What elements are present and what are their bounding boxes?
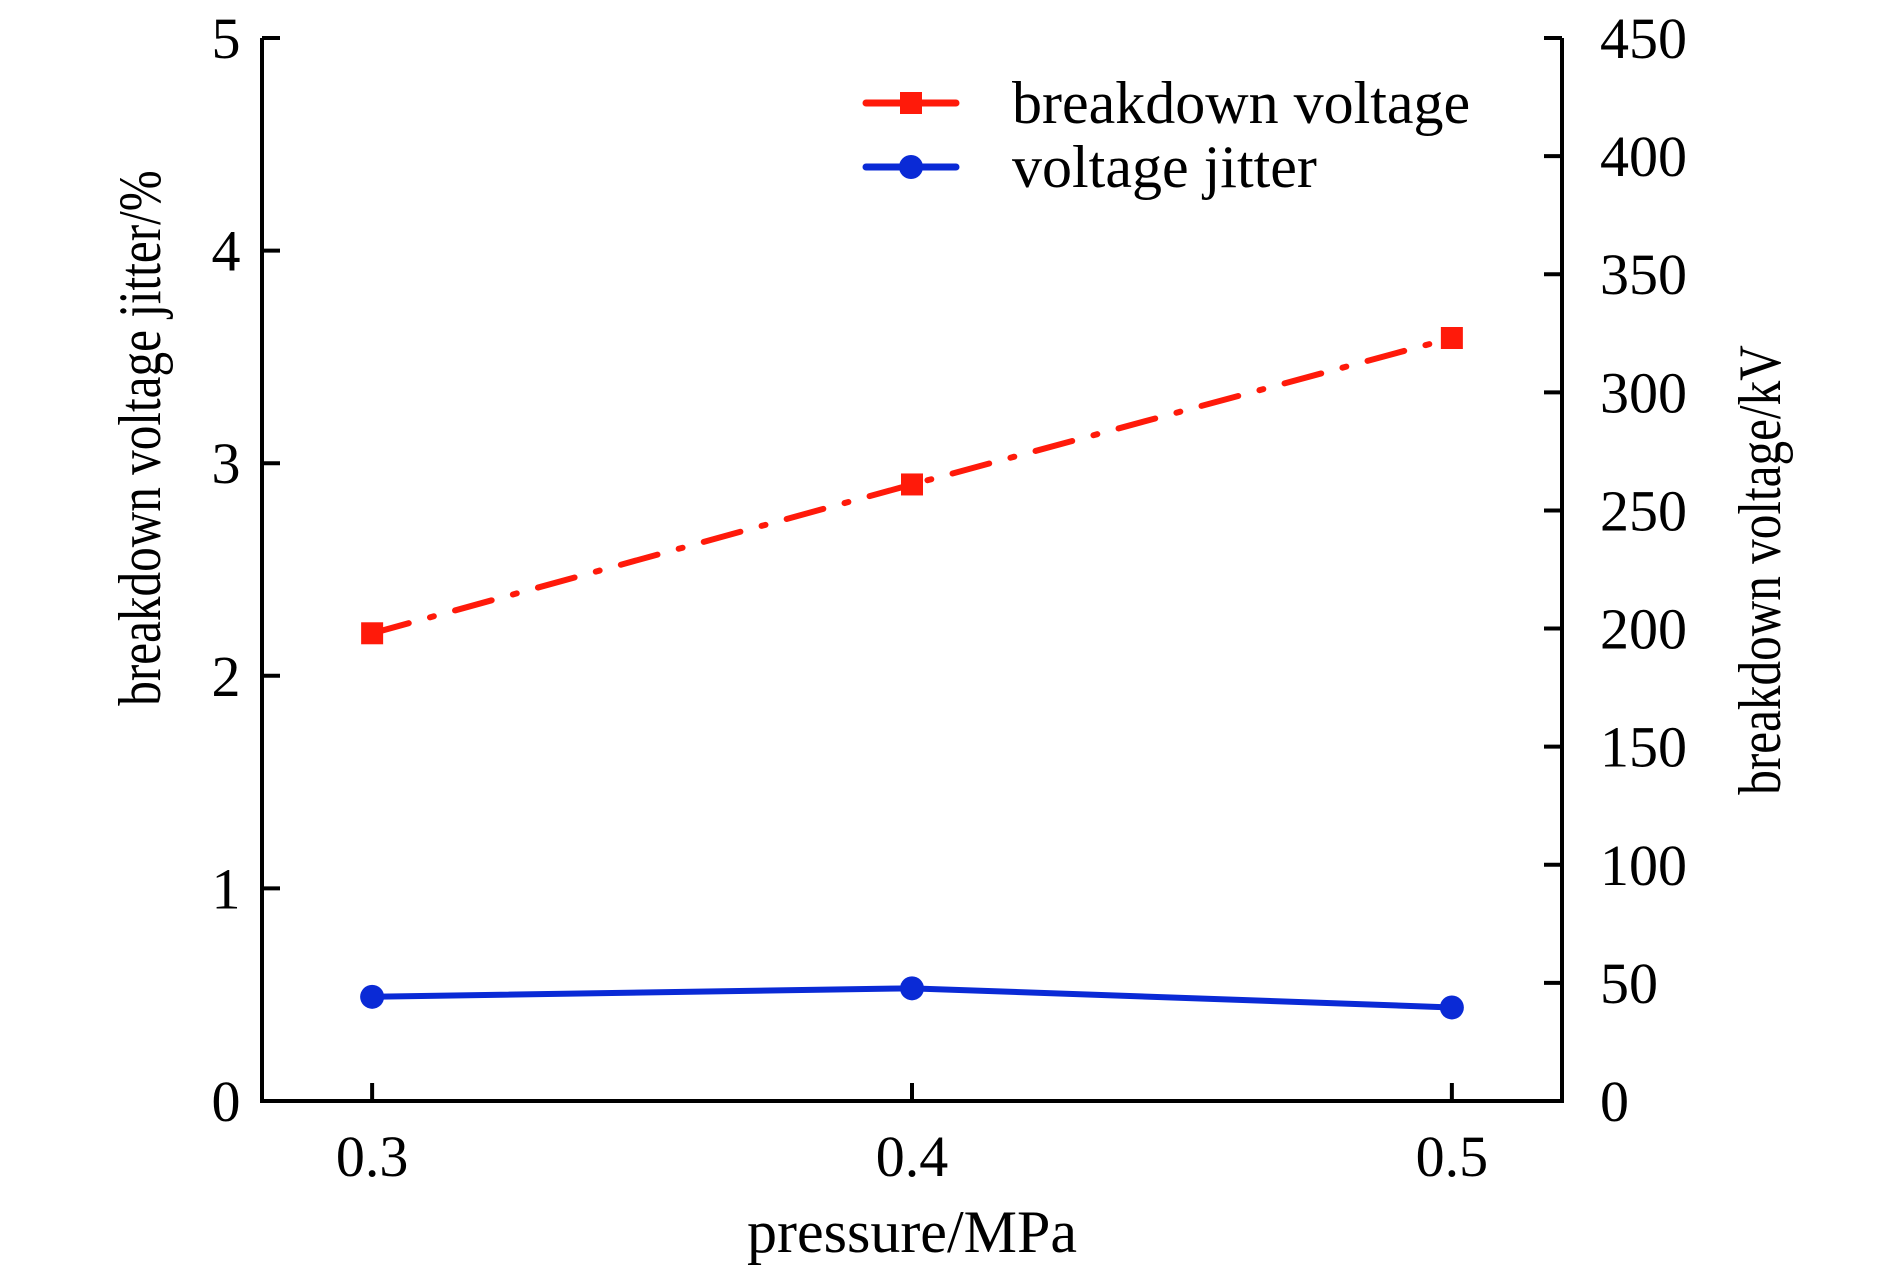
voltage-jitter-marker bbox=[900, 976, 924, 1001]
y-right-tick-label: 100 bbox=[1600, 833, 1687, 898]
y-right-tick-label: 0 bbox=[1600, 1069, 1629, 1134]
breakdown-voltage-marker bbox=[361, 622, 384, 645]
y-left-tick-label: 5 bbox=[212, 6, 241, 71]
y-right-tick-label: 300 bbox=[1600, 360, 1687, 425]
y-axis-left-title: breakdown voltage jitter/% bbox=[106, 170, 173, 705]
y-right-tick-label: 200 bbox=[1600, 597, 1687, 662]
y-right-tick-label: 50 bbox=[1600, 951, 1658, 1016]
x-tick-label: 0.4 bbox=[876, 1124, 949, 1189]
x-tick-label: 0.3 bbox=[336, 1124, 409, 1189]
breakdown-voltage-line bbox=[369, 335, 1455, 637]
y-left-tick-label: 0 bbox=[212, 1069, 241, 1134]
y-right-tick-label: 400 bbox=[1600, 124, 1687, 189]
voltage-jitter-marker bbox=[1439, 995, 1464, 1020]
y-left-tick-label: 3 bbox=[212, 431, 241, 496]
y-left-tick-label: 2 bbox=[212, 644, 241, 709]
legend-voltage-jitter-label: voltage jitter bbox=[1012, 134, 1317, 200]
legend-breakdown-voltage-marker bbox=[900, 92, 922, 114]
breakdown-voltage-marker bbox=[1440, 327, 1463, 350]
y-left-tick-label: 4 bbox=[212, 219, 241, 284]
y-right-tick-label: 250 bbox=[1600, 478, 1687, 543]
x-axis-title: pressure/MPa bbox=[747, 1199, 1077, 1265]
y-right-tick-label: 150 bbox=[1600, 715, 1687, 780]
breakdown-voltage-marker bbox=[901, 473, 923, 496]
legend-breakdown-voltage-label: breakdown voltage bbox=[1012, 70, 1470, 136]
legend-voltage-jitter-marker bbox=[899, 155, 923, 179]
axes bbox=[260, 38, 1564, 1103]
y-left-tick-label: 1 bbox=[212, 856, 241, 921]
voltage-jitter-marker bbox=[360, 984, 385, 1009]
y-right-tick-label: 350 bbox=[1600, 242, 1687, 307]
series-layer bbox=[360, 327, 1464, 1020]
y-axis-right-title: breakdown voltage/kV bbox=[1726, 345, 1793, 794]
y-right-tick-label: 450 bbox=[1600, 6, 1687, 71]
x-tick-label: 0.5 bbox=[1416, 1124, 1489, 1189]
